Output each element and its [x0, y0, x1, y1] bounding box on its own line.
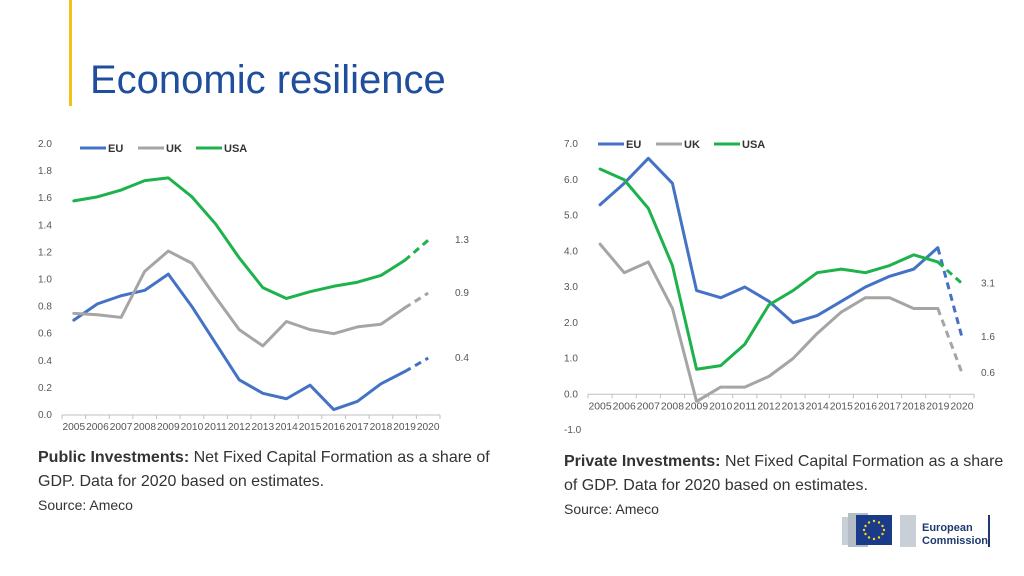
caption-source: Source: Ameco: [38, 497, 133, 513]
y-tick-label: 2.0: [38, 139, 52, 150]
series-line-usa: [598, 167, 940, 371]
y-tick-label: 1.8: [38, 166, 52, 177]
x-tick-label: 2010: [709, 401, 733, 412]
private-investment-chart: -1.0 0.0 1.0 2.0 3.0 4.0 5.0 6.0 7.0 2005 2006 2007…: [540, 128, 1010, 440]
x-tick-label: 2016: [854, 401, 878, 412]
y-tick-label: 1.4: [38, 220, 52, 231]
x-tick-label: 2015: [299, 422, 322, 433]
y-tick-label: 4.0: [564, 246, 578, 257]
x-tick-label: 2020: [417, 422, 440, 433]
x-tick-label: 2006: [613, 401, 637, 412]
caption-heading: Public Investments:: [38, 449, 190, 466]
x-tick-label: 2008: [133, 422, 156, 433]
private-investment-caption: Private Investments: Net Fixed Capital F…: [564, 450, 1004, 522]
end-value-label: 1.6: [981, 332, 995, 343]
caption-heading: Private Investments:: [564, 453, 721, 470]
end-value-label: 3.1: [981, 278, 995, 289]
y-tick-label: 0.4: [38, 356, 52, 367]
x-tick-label: 2011: [204, 422, 227, 433]
x-tick-label: 2012: [228, 422, 251, 433]
x-tick-label: 2018: [370, 422, 393, 433]
series-line-uk: [72, 249, 407, 348]
x-tick-label: 2014: [275, 422, 298, 433]
x-tick-label: 2008: [661, 401, 685, 412]
logo-text: European Commission: [922, 522, 988, 548]
legend-label: USA: [224, 143, 247, 155]
end-value-label: 0.9: [455, 288, 469, 299]
y-tick-label: 1.0: [38, 275, 52, 286]
x-tick-label: 2007: [637, 401, 661, 412]
y-tick-label: 2.0: [564, 318, 578, 329]
series-line-eu: [72, 272, 407, 412]
caption-source: Source: Ameco: [564, 501, 659, 517]
y-tick-label: 0.6: [38, 329, 52, 340]
x-tick-label: 2005: [63, 422, 86, 433]
y-tick-label: 0.0: [564, 389, 578, 400]
x-tick-label: 2018: [902, 401, 926, 412]
eu-flag-icon: [856, 515, 892, 545]
legend-label: EU: [626, 139, 641, 151]
x-tick-label: 2015: [830, 401, 854, 412]
x-tick-label: 2014: [806, 401, 830, 412]
logo-line-1: European: [922, 522, 973, 534]
caption-text: Net Fixed Capital Formation as a share o…: [38, 449, 490, 490]
legend-label: USA: [742, 139, 765, 151]
y-tick-label: 5.0: [564, 211, 578, 222]
x-tick-label: 2017: [878, 401, 902, 412]
y-tick-label: 1.6: [38, 193, 52, 204]
x-tick-label: 2017: [346, 422, 369, 433]
x-tick-label: 2009: [157, 422, 180, 433]
series-line-uk: [598, 242, 940, 403]
series-estimate-uk: [403, 291, 429, 310]
y-tick-label: 6.0: [564, 175, 578, 186]
legend-label: UK: [684, 139, 700, 151]
series-estimate-eu: [403, 356, 429, 373]
x-tick-label: 2009: [685, 401, 709, 412]
x-tick-label: 2006: [86, 422, 109, 433]
x-tick-label: 2012: [757, 401, 781, 412]
y-tick-label: 1.2: [38, 247, 52, 258]
x-tick-label: 2005: [589, 401, 613, 412]
title-accent-bar: [69, 0, 72, 106]
x-tick-label: 2016: [322, 422, 345, 433]
y-tick-label: -1.0: [564, 425, 582, 436]
caption-text: Net Fixed Capital Formation as a share o…: [564, 453, 1004, 494]
european-commission-logo: [842, 513, 990, 547]
x-tick-label: 2019: [393, 422, 416, 433]
series-line-usa: [72, 176, 407, 300]
public-investment-caption: Public Investments: Net Fixed Capital Fo…: [38, 446, 508, 518]
x-tick-label: 2010: [181, 422, 204, 433]
series-estimate-eu: [936, 247, 964, 338]
y-tick-label: 1.0: [564, 354, 578, 365]
x-tick-label: 2019: [926, 401, 950, 412]
logo-line-2: Commission: [922, 535, 989, 547]
end-value-label: 1.3: [455, 235, 469, 246]
x-tick-label: 2007: [110, 422, 133, 433]
series-estimate-usa: [403, 239, 430, 262]
x-tick-label: 2013: [252, 422, 275, 433]
legend-label: EU: [108, 143, 123, 155]
series-estimate-usa: [936, 260, 963, 285]
legend-label: UK: [166, 143, 182, 155]
y-tick-label: 3.0: [564, 282, 578, 293]
y-tick-label: 0.8: [38, 302, 52, 313]
chart-svg: -1.0 0.0 1.0 2.0 3.0 4.0 5.0 6.0 7.0 2005 2006 2007…: [564, 139, 995, 436]
y-tick-label: 0.2: [38, 383, 52, 394]
public-investment-chart: 0.0 0.2 0.4 0.6 0.8 1.0 1.2 1.4 1.6 1.8 2.0 2005 200…: [20, 128, 500, 440]
y-tick-label: 0.0: [38, 410, 52, 421]
page-title: Economic resilience: [90, 58, 446, 102]
series-line-eu: [598, 156, 940, 325]
x-tick-label: 2011: [733, 401, 757, 412]
x-tick-label: 2020: [950, 401, 974, 412]
end-value-label: 0.4: [455, 353, 469, 364]
y-tick-label: 7.0: [564, 139, 578, 150]
end-value-label: 0.6: [981, 368, 995, 379]
x-tick-label: 2013: [782, 401, 806, 412]
